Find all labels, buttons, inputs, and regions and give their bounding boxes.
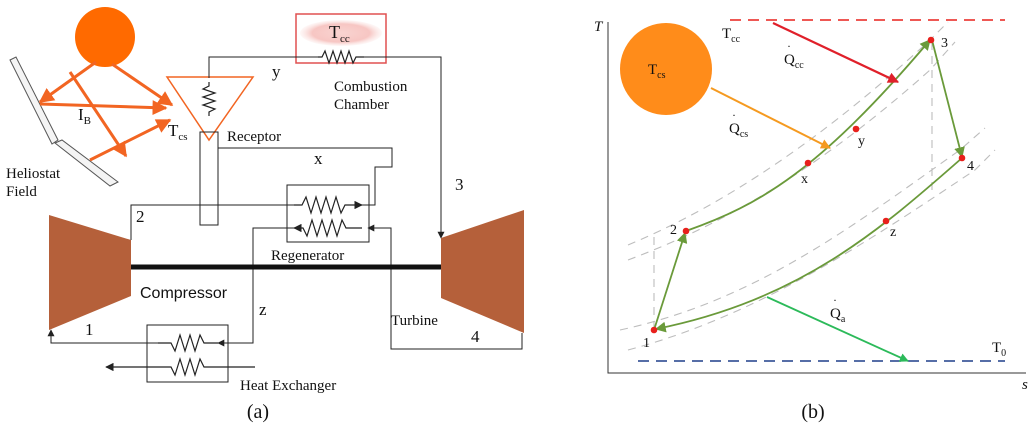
tcc-ref-label: Tcc (722, 26, 741, 45)
ib-label: IB (78, 105, 91, 127)
compressor-icon (49, 215, 131, 330)
panel-b-caption: (b) (801, 401, 824, 423)
tcs-sun-icon (620, 23, 712, 115)
state-2-label: 2 (136, 207, 145, 226)
combustion-chamber-box (295, 13, 387, 64)
qcs-label: Qcs (729, 121, 748, 140)
panel-a-schematic: IB Heliostat Field Tcs Receptor Tcc Comb… (6, 7, 524, 423)
point-3 (927, 36, 935, 44)
qcs-arrow (710, 87, 831, 149)
state-1-label: 1 (85, 320, 94, 339)
heat-exchanger-coil-top (158, 332, 218, 354)
pipe-x (218, 147, 393, 206)
heat-exchanger-label: Heat Exchanger (240, 378, 336, 394)
point-y-label: y (858, 134, 865, 149)
point-2-label: 2 (670, 223, 677, 238)
qcc-label: Qcc (784, 52, 804, 71)
sun-icon (75, 7, 135, 67)
vertical-guides (653, 42, 933, 330)
path-4-1 (654, 157, 963, 333)
point-3-label: 3 (941, 36, 948, 51)
axis-s-label: s (1022, 377, 1028, 393)
compressor-label: Compressor (140, 285, 228, 302)
point-z (882, 217, 890, 225)
tcs-sun-label: Tcs (648, 62, 666, 81)
point-4-label: 4 (967, 159, 974, 174)
regenerator-label: Regenerator (271, 248, 344, 264)
heliostat-mirror-2 (54, 139, 119, 187)
point-x (804, 159, 812, 167)
regenerator-coil-bottom (293, 217, 362, 239)
heat-exchanger-box (146, 324, 229, 383)
qcs-dot: · (732, 108, 736, 122)
regenerator-box (286, 184, 370, 243)
point-y (852, 125, 860, 133)
qcc-arrow (772, 22, 899, 83)
point-z-label: z (890, 225, 896, 240)
tcc-label: Tcc (329, 22, 350, 45)
pipe-1 (47, 329, 158, 344)
pipe-4 (367, 224, 523, 350)
solar-rays (38, 60, 174, 162)
point-4 (958, 154, 966, 162)
qcc-dot: · (787, 39, 791, 53)
qa-label: Qa (830, 306, 846, 325)
pipe-3 (364, 56, 445, 239)
t0-ref-label: T0 (992, 340, 1006, 359)
state-z-label: z (259, 300, 267, 319)
point-1-label: 1 (643, 336, 650, 351)
axis-t-label: T (594, 19, 604, 35)
path-2-3 (685, 39, 931, 232)
combustion-label-line2: Chamber (334, 97, 389, 113)
point-1 (650, 326, 658, 334)
state-x-label: x (314, 149, 323, 168)
state-4-label: 4 (471, 327, 480, 346)
regenerator-coil-top (294, 194, 363, 216)
heliostat-label-line2: Field (6, 184, 37, 200)
ts-axes (607, 22, 1026, 374)
heliostat-label-line1: Heliostat (6, 166, 61, 182)
receptor-riser (199, 131, 219, 226)
point-x-label: x (801, 172, 808, 187)
combustion-label-line1: Combustion (334, 79, 408, 95)
path-1-2 (653, 231, 688, 331)
heat-exchanger-coil-bottom (105, 356, 255, 378)
receptor-triangle (165, 76, 255, 142)
panel-b-ts-diagram: T s Tcc T0 (594, 19, 1028, 423)
tcs-label: Tcs (168, 121, 188, 143)
qa-arrow (766, 296, 909, 362)
combustion-coil (318, 49, 364, 65)
pipe-2 (130, 204, 294, 240)
receptor-coil (201, 82, 217, 116)
ts-cycle (653, 39, 965, 333)
state-points (650, 36, 966, 334)
point-2 (682, 227, 690, 235)
pipe-z (217, 227, 294, 347)
path-3-4 (931, 39, 965, 159)
panel-a-caption: (a) (247, 401, 269, 423)
qa-dot: · (833, 293, 837, 307)
receptor-label: Receptor (227, 129, 281, 145)
tcc-glow (300, 20, 382, 46)
turbine-label: Turbine (391, 313, 438, 329)
turbine-icon (441, 210, 524, 333)
state-y-label: y (272, 62, 281, 81)
state-3-label: 3 (455, 175, 464, 194)
pipe-y (208, 56, 318, 78)
heliostat-mirror-1 (9, 56, 59, 145)
